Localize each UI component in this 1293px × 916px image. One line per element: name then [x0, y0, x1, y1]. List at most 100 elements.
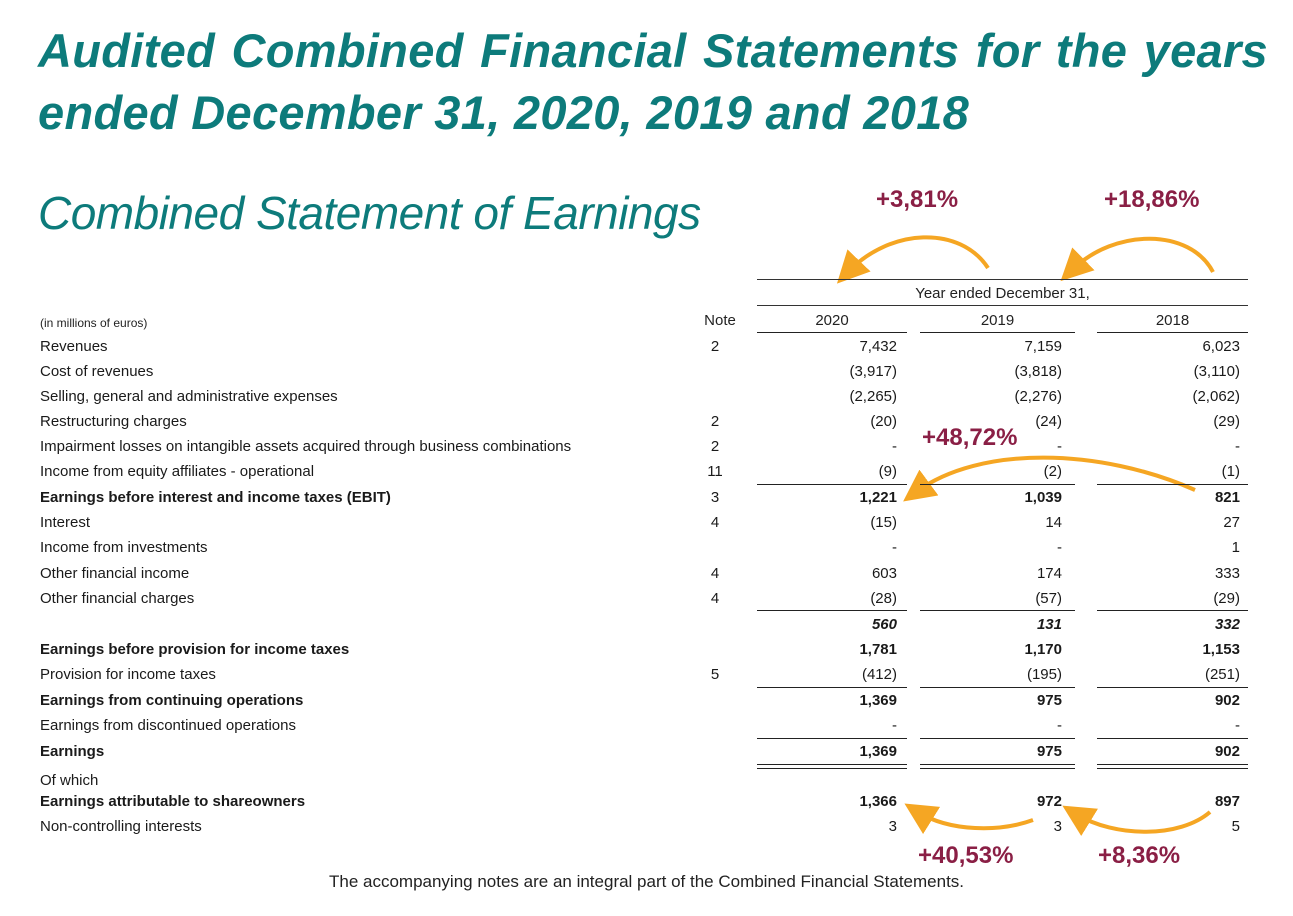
row-label: Earnings [40, 743, 105, 760]
statement-subtitle: Combined Statement of Earnings [38, 187, 701, 239]
table-row: Interest 4 (15) 14 27 [40, 510, 1250, 535]
value-2018: 1,153 [1202, 641, 1240, 658]
row-label: Provision for income taxes [40, 666, 216, 683]
value-2018: 6,023 [1202, 338, 1240, 355]
value-2020: (412) [861, 666, 897, 683]
rule-continuing-2018 [1097, 687, 1248, 688]
value-2019: 131 [1036, 616, 1062, 633]
header-mid-rule [757, 305, 1248, 306]
value-2019: - [1057, 438, 1062, 455]
growth-annotation-2019-2020: +3,81% [876, 186, 959, 213]
col-rule-2019 [920, 332, 1075, 333]
value-2018: 902 [1214, 692, 1240, 709]
table-row: Income from equity affiliates - operatio… [40, 459, 1250, 484]
growth-annotation-shareowners-2019: +8,36% [1098, 842, 1181, 869]
value-2019: 975 [1036, 692, 1062, 709]
column-header-2020: 2020 [815, 312, 849, 329]
table-row: Earnings attributable to shareowners 1,36… [40, 789, 1250, 814]
value-2019: - [1057, 539, 1062, 556]
col-rule-2020 [757, 332, 907, 333]
table-row: Cost of revenues (3,917) (3,818) (3,110) [40, 359, 1250, 384]
row-label: Earnings before provision for income tax… [40, 641, 350, 658]
table-row: Earnings from continuing operations 1,369… [40, 688, 1250, 713]
value-2020: (20) [870, 413, 897, 430]
row-note: 2 [710, 438, 720, 455]
rule-financial-2018 [1097, 610, 1248, 611]
rule-earnings-2019 [920, 738, 1075, 739]
value-2020: (9) [878, 463, 897, 480]
table-row: Earnings 1,369 975 902 [40, 739, 1250, 764]
value-2019: 1,039 [1024, 489, 1062, 506]
year-ended-header: Year ended December 31, [915, 285, 1090, 302]
value-2019: 174 [1036, 565, 1062, 582]
table-row: 560 131 332 [40, 612, 1250, 637]
value-2020: - [892, 717, 897, 734]
value-2020: 7,432 [859, 338, 897, 355]
column-header-2018: 2018 [1155, 312, 1190, 329]
value-2020: 1,369 [859, 692, 897, 709]
note-column-header: Note [704, 312, 736, 329]
row-label: Selling, general and administrative expe… [40, 388, 338, 405]
arrow-2019-to-2020 [836, 235, 990, 284]
value-2019: 14 [1045, 514, 1062, 531]
row-note: 4 [710, 565, 720, 582]
double-rule-a-2020 [757, 764, 907, 765]
row-note: 3 [710, 489, 720, 506]
table-row: Of which [40, 768, 1250, 793]
value-2019: 7,159 [1024, 338, 1062, 355]
row-label: Cost of revenues [40, 363, 154, 380]
value-2020: 1,366 [859, 793, 897, 810]
table-row: Revenues 2 7,432 7,159 6,023 [40, 334, 1250, 359]
rule-ebit-2018 [1097, 484, 1248, 485]
row-label: Restructuring charges [40, 413, 187, 430]
header-top-rule [757, 279, 1248, 280]
growth-annotation-shareowners-2020: +40,53% [918, 842, 1014, 869]
row-label: Revenues [40, 338, 108, 355]
value-2019: (2,276) [1014, 388, 1062, 405]
rule-ebit-2019 [920, 484, 1075, 485]
value-2018: 5 [1231, 818, 1240, 835]
col-rule-2018 [1097, 332, 1248, 333]
table-row: Non-controlling interests 3 3 5 [40, 814, 1250, 839]
value-2018: (29) [1213, 413, 1240, 430]
growth-annotation-2018-2019: +18,86% [1104, 186, 1200, 213]
table-row: Other financial charges 4 (28) (57) (29) [40, 586, 1250, 611]
rule-continuing-2020 [757, 687, 907, 688]
column-header-2019: 2019 [980, 312, 1015, 329]
value-2020: 3 [888, 818, 897, 835]
rule-financial-2020 [757, 610, 907, 611]
rule-earnings-2018 [1097, 738, 1248, 739]
value-2020: 1,369 [859, 743, 897, 760]
arrow-2018-to-2019 [1060, 236, 1215, 282]
rule-financial-2019 [920, 610, 1075, 611]
row-label: Earnings from discontinued operations [40, 717, 296, 734]
row-label: Non-controlling interests [40, 818, 202, 835]
row-note: 2 [710, 338, 720, 355]
value-2020: (28) [870, 590, 897, 607]
value-2018: (3,110) [1193, 363, 1240, 380]
value-2020: - [892, 539, 897, 556]
double-rule-a-2018 [1097, 764, 1248, 765]
value-2018: 332 [1214, 616, 1240, 633]
table-row: Earnings before interest and income taxe… [40, 485, 1250, 510]
value-2019: (3,818) [1014, 363, 1062, 380]
value-2020: (2,265) [849, 388, 897, 405]
table-row: Earnings from discontinued operations - - - [40, 713, 1250, 738]
rule-earnings-2020 [757, 738, 907, 739]
double-rule-a-2019 [920, 764, 1075, 765]
units-label: (in millions of euros) [40, 316, 148, 330]
row-label: Earnings attributable to shareowners [40, 793, 306, 810]
row-label: Other financial charges [40, 590, 195, 607]
row-note: 2 [710, 413, 720, 430]
table-row: Provision for income taxes 5 (412) (195) (25… [40, 662, 1250, 687]
value-2018: 821 [1214, 489, 1240, 506]
value-2018: (251) [1204, 666, 1240, 683]
value-2018: - [1235, 438, 1240, 455]
double-rule-b-2019 [920, 768, 1075, 769]
row-label: Income from equity affiliates - operatio… [40, 463, 315, 480]
row-note: 4 [710, 514, 720, 531]
value-2020: 603 [871, 565, 897, 582]
value-2020: 1,221 [859, 489, 897, 506]
table-row: Selling, general and administrative expe… [40, 384, 1250, 409]
rule-continuing-2019 [920, 687, 1075, 688]
